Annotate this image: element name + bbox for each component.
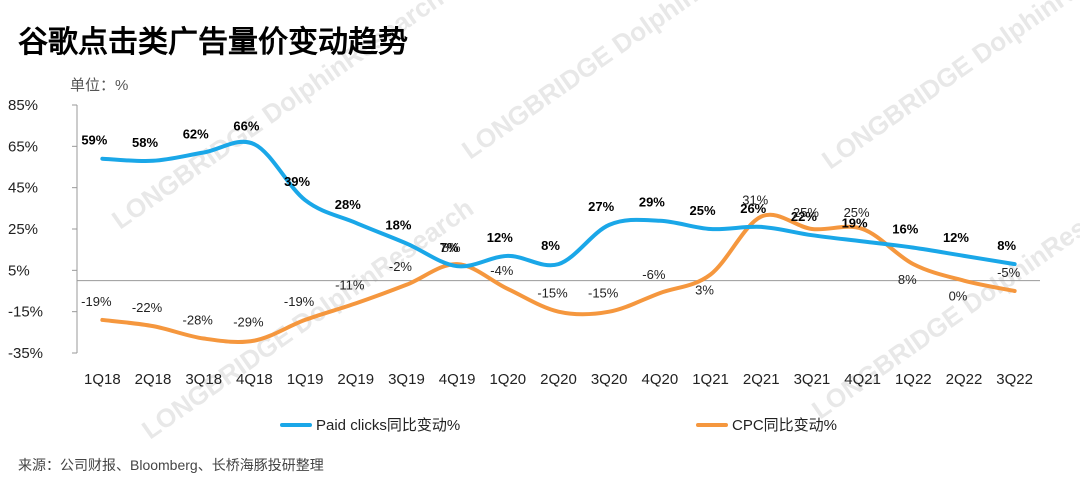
paid-clicks-data-label: 29% — [639, 195, 665, 210]
x-tick-label: 3Q21 — [794, 371, 831, 388]
cpc-data-label: 3% — [695, 282, 714, 297]
x-tick-label: 2Q22 — [946, 371, 983, 388]
watermark-text: LONGBRIDGE DolphinResearch — [816, 0, 1080, 175]
x-tick-label: 3Q20 — [591, 371, 628, 388]
paid-clicks-data-label: 19% — [842, 215, 868, 230]
unit-label: 单位：% — [70, 77, 128, 94]
y-tick-label: 5% — [8, 262, 30, 279]
cpc-data-label: -2% — [389, 259, 413, 274]
x-axis: 1Q18 2Q18 3Q18 4Q18 1Q19 2Q19 3Q19 4Q19 1Q20 2Q20… — [77, 280, 1040, 388]
cpc-data-label: -11% — [335, 277, 365, 292]
x-tick-label: 2Q21 — [743, 371, 780, 388]
y-tick-label: 45% — [8, 180, 38, 197]
cpc-data-label: 25% — [793, 205, 819, 220]
x-tick-label: 3Q19 — [388, 371, 425, 388]
cpc-data-label: -28% — [183, 313, 214, 328]
cpc-data-label: -4% — [490, 263, 514, 278]
x-tick-label: 3Q22 — [996, 371, 1033, 388]
legend-label-paid-clicks: Paid clicks同比变动% — [316, 417, 460, 434]
x-tick-label: 1Q22 — [895, 371, 932, 388]
paid-clicks-data-label: 7% — [440, 240, 459, 255]
x-tick-label: 1Q21 — [692, 371, 729, 388]
cpc-data-label: -19% — [284, 294, 315, 309]
legend: Paid clicks同比变动% CPC同比变动% — [280, 417, 837, 434]
x-tick-label: 4Q18 — [236, 371, 273, 388]
paid-clicks-data-label: 66% — [233, 118, 259, 133]
cpc-data-label: 8% — [442, 240, 461, 255]
paid-clicks-data-label: 8% — [541, 238, 560, 253]
y-tick-label: -15% — [8, 304, 43, 321]
paid-clicks-data-label: 26% — [740, 201, 766, 216]
cpc-data-label: 8% — [898, 272, 917, 287]
paid-clicks-data-label: 18% — [385, 217, 411, 232]
paid-clicks-line — [100, 139, 1017, 269]
y-tick-label: 25% — [8, 221, 38, 238]
x-tick-label: 4Q21 — [844, 371, 881, 388]
cpc-data-label: 25% — [844, 205, 870, 220]
paid-clicks-data-label: 16% — [892, 222, 918, 237]
cpc-data-label: -19% — [81, 294, 112, 309]
paid-clicks-data-label: 28% — [335, 197, 361, 212]
paid-clicks-data-label: 39% — [284, 174, 310, 189]
cpc-data-label: -5% — [997, 265, 1021, 280]
paid-clicks-data-label: 22% — [791, 209, 817, 224]
cpc-data-label: -15% — [537, 286, 568, 301]
paid-clicks-data-label: 58% — [132, 135, 158, 150]
y-axis: 85% 65% 45% 25% 5% -15% -35% — [8, 97, 78, 362]
paid-clicks-data-label: 12% — [943, 230, 969, 245]
cpc-data-label: 0% — [949, 289, 968, 304]
source-note: 来源：公司财报、Bloomberg、长桥海豚投研整理 — [18, 457, 324, 473]
paid-clicks-data-label: 8% — [997, 238, 1016, 253]
cpc-data-label: -15% — [588, 286, 619, 301]
paid-clicks-data-label: 25% — [690, 203, 716, 218]
paid-clicks-data-label: 59% — [81, 133, 107, 148]
cpc-data-label: 31% — [742, 193, 768, 208]
cpc-line — [100, 212, 1017, 344]
watermark-text: LONGBRIDGE DolphinResearch — [456, 0, 799, 165]
x-tick-label: 1Q20 — [489, 371, 526, 388]
data-labels: 59% 58% 62% 66% 39% 28% 18% 7% 12% 8% 27% 29% 25% 26%… — [81, 118, 1020, 329]
cpc-data-label: -6% — [642, 267, 666, 282]
cpc-data-label: -22% — [132, 300, 163, 315]
paid-clicks-data-label: 12% — [487, 230, 513, 245]
y-tick-label: 65% — [8, 138, 38, 155]
paid-clicks-data-label: 62% — [183, 127, 209, 142]
y-tick-label: 85% — [8, 97, 38, 114]
x-tick-label: 2Q18 — [135, 371, 172, 388]
y-tick-label: -35% — [8, 345, 43, 362]
chart-title: 谷歌点击类广告量价变动趋势 — [18, 25, 408, 59]
paid-clicks-data-label: 27% — [588, 199, 614, 214]
x-tick-label: 1Q19 — [287, 371, 324, 388]
x-tick-label: 2Q20 — [540, 371, 577, 388]
legend-label-cpc: CPC同比变动% — [732, 417, 837, 434]
x-tick-label: 4Q19 — [439, 371, 476, 388]
x-tick-label: 4Q20 — [642, 371, 679, 388]
x-tick-label: 3Q18 — [185, 371, 222, 388]
x-tick-label: 1Q18 — [84, 371, 121, 388]
series-layer — [100, 139, 1017, 344]
x-tick-label: 2Q19 — [337, 371, 374, 388]
cpc-data-label: -29% — [233, 315, 264, 330]
